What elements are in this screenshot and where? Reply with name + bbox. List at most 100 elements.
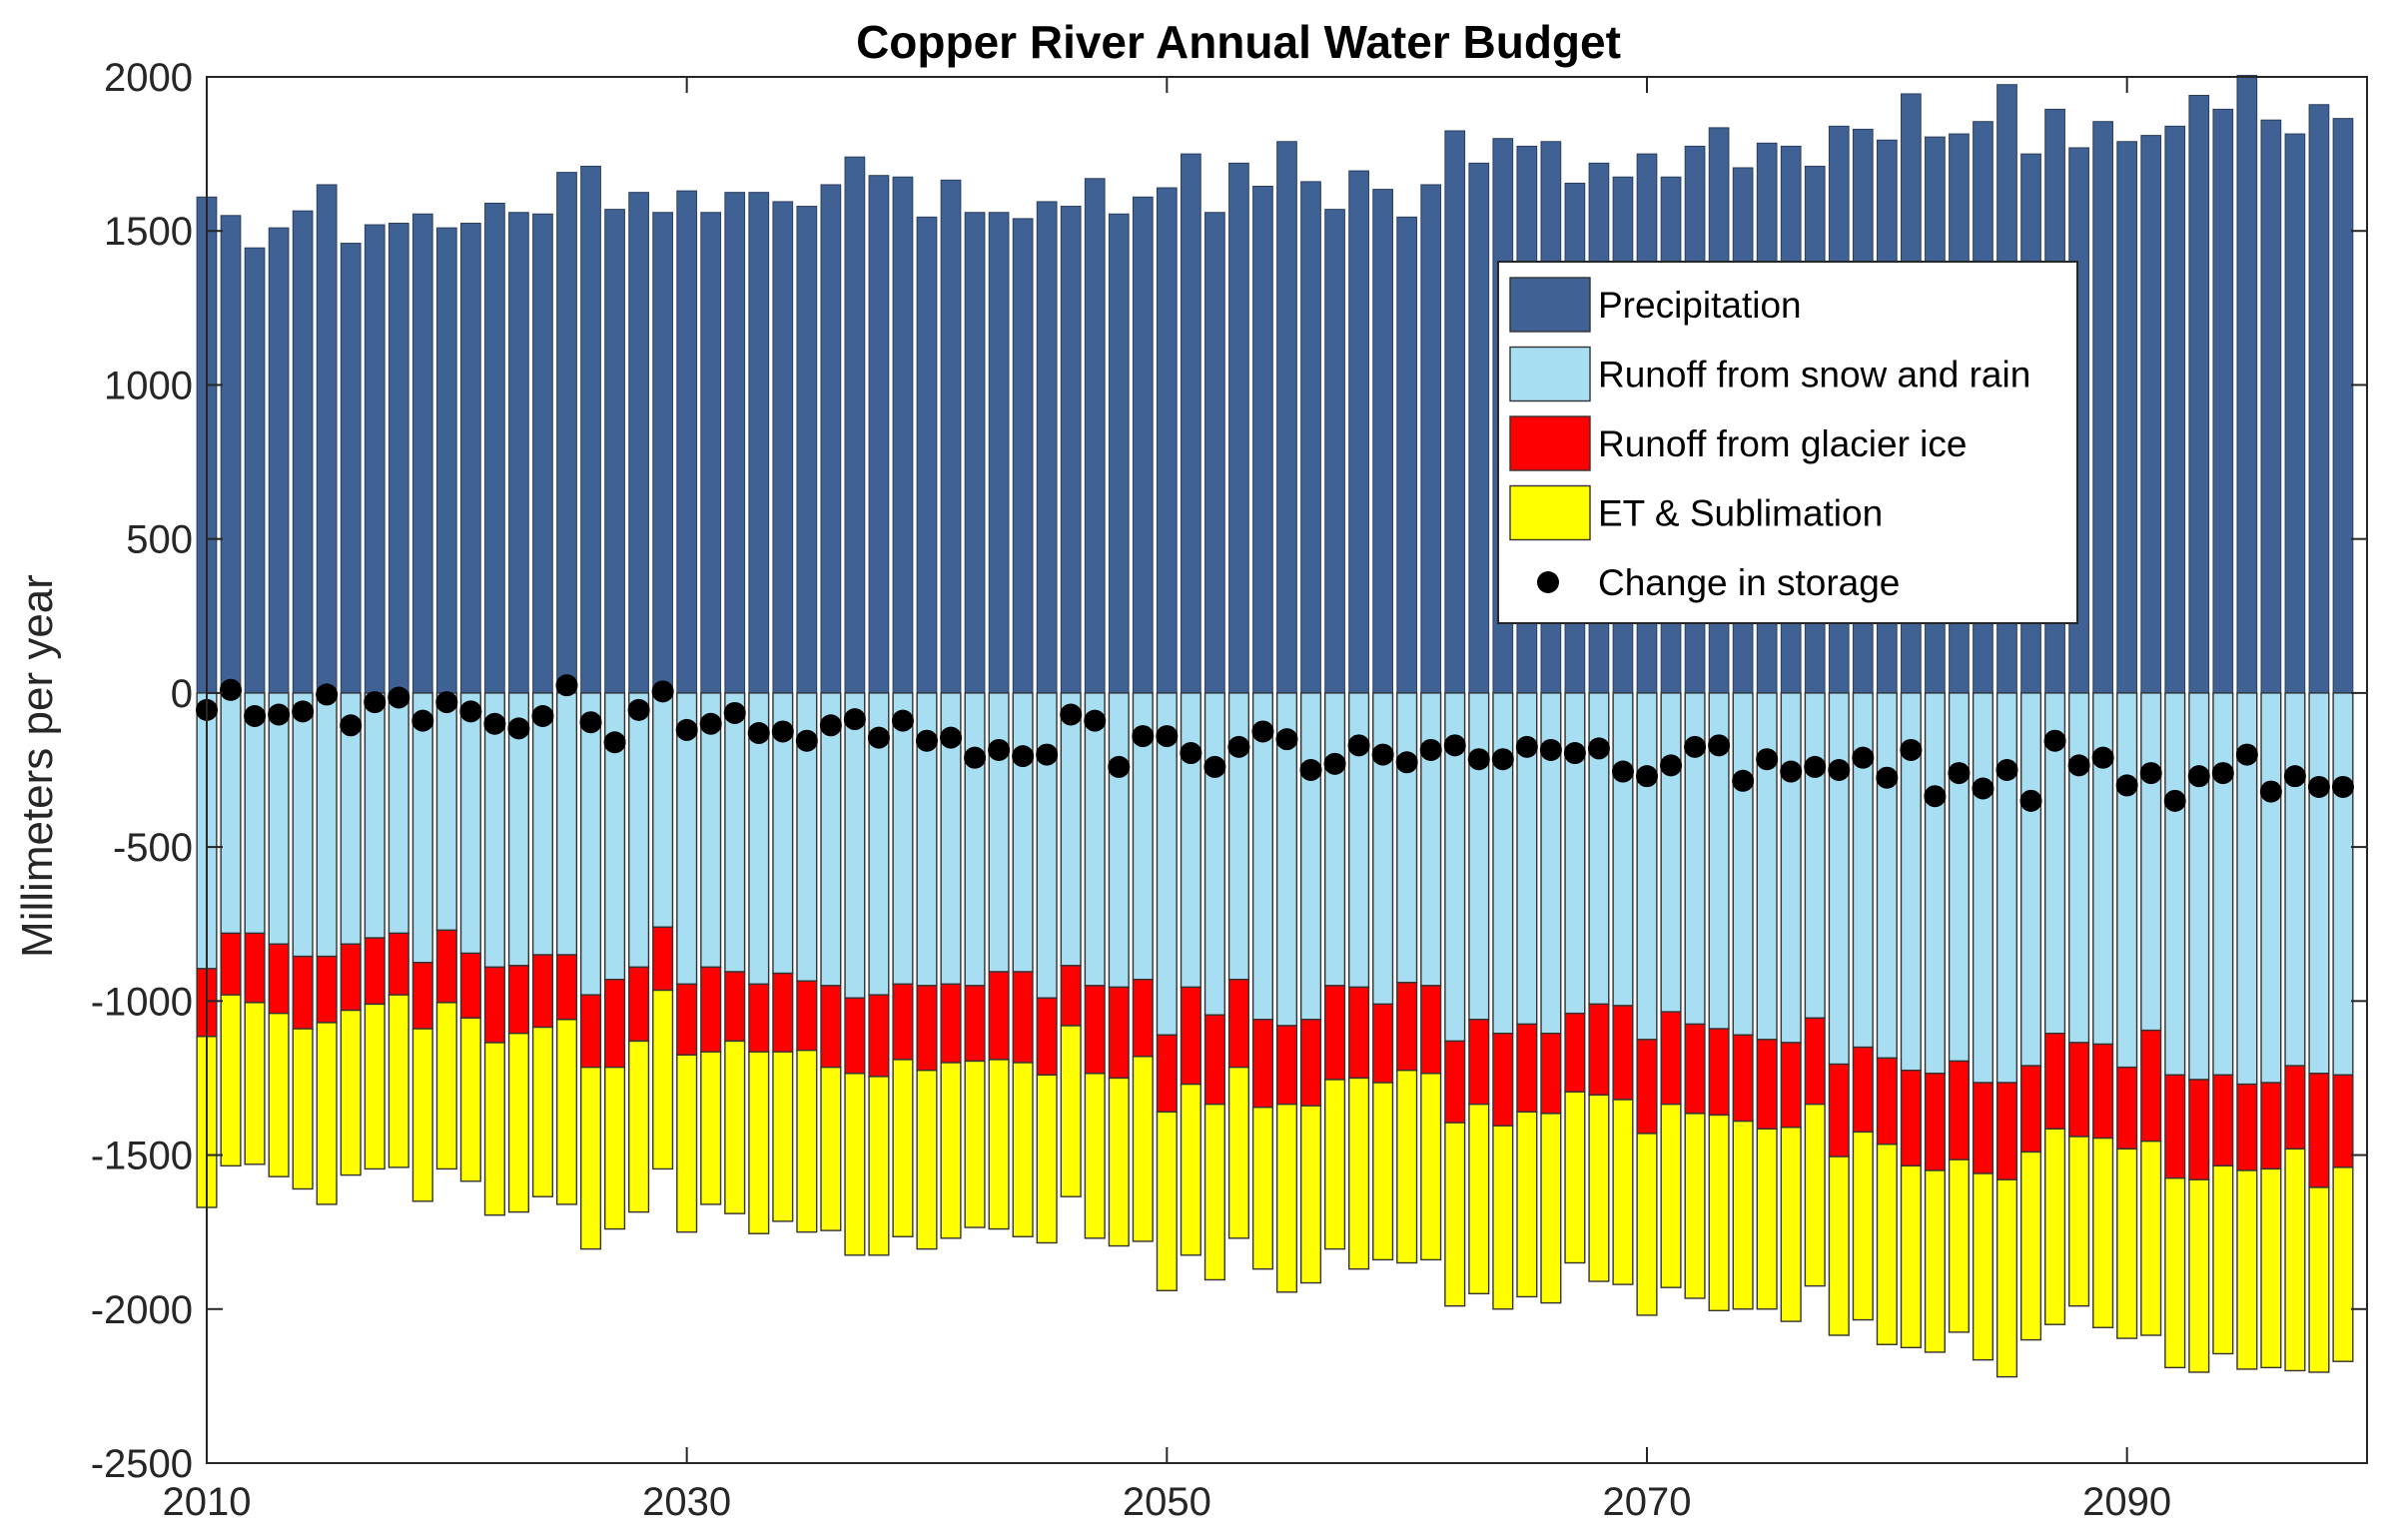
bar-precipitation (268, 227, 290, 694)
bar-et-sublimation (507, 1033, 529, 1213)
marker-change-in-storage (2307, 775, 2330, 798)
bar-et-sublimation (2164, 1176, 2186, 1369)
marker-change-in-storage (1708, 734, 1731, 757)
marker-change-in-storage (699, 712, 722, 735)
marker-change-in-storage (340, 714, 363, 737)
y-axis-label: Millimeters per year (13, 574, 62, 958)
legend-swatch (1509, 484, 1591, 541)
marker-change-in-storage (2067, 754, 2090, 777)
bar-runoff-snow-rain (2116, 692, 2138, 1069)
marker-change-in-storage (1995, 759, 2018, 781)
marker-change-in-storage (1515, 735, 1538, 758)
marker-change-in-storage (819, 714, 842, 737)
marker-change-in-storage (1780, 760, 1803, 783)
bar-runoff-glacier-ice (1756, 1039, 1778, 1131)
bar-et-sublimation (2092, 1137, 2114, 1328)
legend-label: Runoff from snow and rain (1598, 355, 2030, 395)
bar-runoff-snow-rain (555, 692, 578, 956)
bar-precipitation (892, 176, 914, 694)
bar-runoff-snow-rain (579, 692, 602, 996)
bar-et-sublimation (1708, 1114, 1730, 1312)
bar-runoff-glacier-ice (1372, 1003, 1394, 1084)
bar-et-sublimation (1372, 1082, 1394, 1261)
bar-precipitation (628, 192, 649, 694)
bar-runoff-glacier-ice (1804, 1017, 1826, 1106)
bar-runoff-glacier-ice (1203, 1014, 1225, 1106)
bar-precipitation (556, 172, 577, 694)
marker-change-in-storage (843, 708, 866, 731)
marker-change-in-storage (483, 712, 506, 735)
bar-runoff-glacier-ice (1780, 1042, 1802, 1129)
bar-runoff-snow-rain (316, 692, 338, 958)
bar-runoff-glacier-ice (507, 965, 529, 1035)
bar-et-sublimation (2212, 1164, 2234, 1355)
bar-et-sublimation (1396, 1070, 1418, 1264)
marker-change-in-storage (2331, 775, 2354, 798)
y-tick-label: 1500 (104, 210, 193, 254)
plot-frame (206, 76, 2368, 1464)
bar-precipitation (1156, 187, 1178, 694)
bar-runoff-glacier-ice (2116, 1066, 2138, 1151)
bar-et-sublimation (916, 1070, 938, 1250)
bar-precipitation (1468, 162, 1490, 694)
bar-runoff-glacier-ice (1492, 1033, 1514, 1127)
y-tick-label: -2500 (91, 1442, 193, 1486)
bar-precipitation (460, 223, 481, 694)
legend-label: ET & Sublimation (1598, 493, 1883, 534)
marker-change-in-storage (627, 698, 650, 721)
bar-et-sublimation (1275, 1103, 1298, 1293)
bar-precipitation (820, 184, 842, 694)
bar-runoff-glacier-ice (1036, 997, 1058, 1077)
bar-precipitation (1036, 201, 1058, 694)
bar-precipitation (940, 179, 962, 694)
marker-change-in-storage (2115, 774, 2138, 797)
marker-change-in-storage (1180, 742, 1202, 765)
bar-et-sublimation (1756, 1128, 1778, 1310)
bar-et-sublimation (1588, 1094, 1610, 1282)
x-tick-label: 2070 (1603, 1480, 1692, 1524)
bar-runoff-glacier-ice (748, 983, 770, 1053)
bar-et-sublimation (1203, 1103, 1225, 1281)
bar-runoff-glacier-ice (435, 929, 457, 1004)
bars-layer (196, 74, 2354, 1378)
bar-runoff-snow-rain (1420, 692, 1442, 987)
marker-change-in-storage (1299, 759, 1322, 781)
bar-runoff-glacier-ice (988, 971, 1010, 1061)
bar-runoff-glacier-ice (772, 972, 794, 1053)
marker-change-in-storage (1900, 738, 1923, 761)
bar-runoff-glacier-ice (844, 997, 866, 1075)
bar-et-sublimation (1612, 1099, 1634, 1285)
bar-precipitation (1444, 130, 1466, 694)
marker-change-in-storage (1828, 759, 1851, 781)
bar-runoff-glacier-ice (1156, 1034, 1178, 1114)
y-tick-label: 500 (126, 518, 193, 562)
marker-change-in-storage (1419, 738, 1442, 761)
bar-et-sublimation (676, 1054, 698, 1233)
bar-runoff-glacier-ice (2068, 1042, 2090, 1138)
bar-runoff-glacier-ice (1660, 1011, 1682, 1106)
bar-runoff-glacier-ice (1900, 1070, 1922, 1167)
bar-et-sublimation (579, 1066, 602, 1250)
bar-precipitation (532, 213, 553, 694)
bar-et-sublimation (1660, 1103, 1682, 1288)
marker-change-in-storage (2163, 789, 2186, 812)
bar-runoff-snow-rain (2164, 692, 2186, 1077)
bar-et-sublimation (1108, 1077, 1130, 1247)
bar-runoff-glacier-ice (1299, 1019, 1322, 1107)
bar-runoff-glacier-ice (964, 985, 986, 1063)
bar-runoff-glacier-ice (1251, 1019, 1274, 1109)
marker-change-in-storage (507, 717, 530, 740)
bar-runoff-snow-rain (2284, 692, 2306, 1067)
bar-runoff-glacier-ice (292, 955, 314, 1030)
legend-swatch (1509, 346, 1591, 402)
bar-runoff-snow-rain (1084, 692, 1106, 987)
bar-runoff-snow-rain (1468, 692, 1490, 1021)
bar-et-sublimation (1084, 1073, 1106, 1239)
bar-precipitation (2140, 135, 2162, 694)
marker-change-in-storage (1732, 769, 1755, 792)
bar-precipitation (340, 243, 362, 694)
bar-runoff-glacier-ice (1275, 1025, 1298, 1106)
marker-change-in-storage (316, 683, 339, 706)
bar-precipitation (748, 192, 770, 694)
bar-runoff-snow-rain (1108, 692, 1130, 989)
